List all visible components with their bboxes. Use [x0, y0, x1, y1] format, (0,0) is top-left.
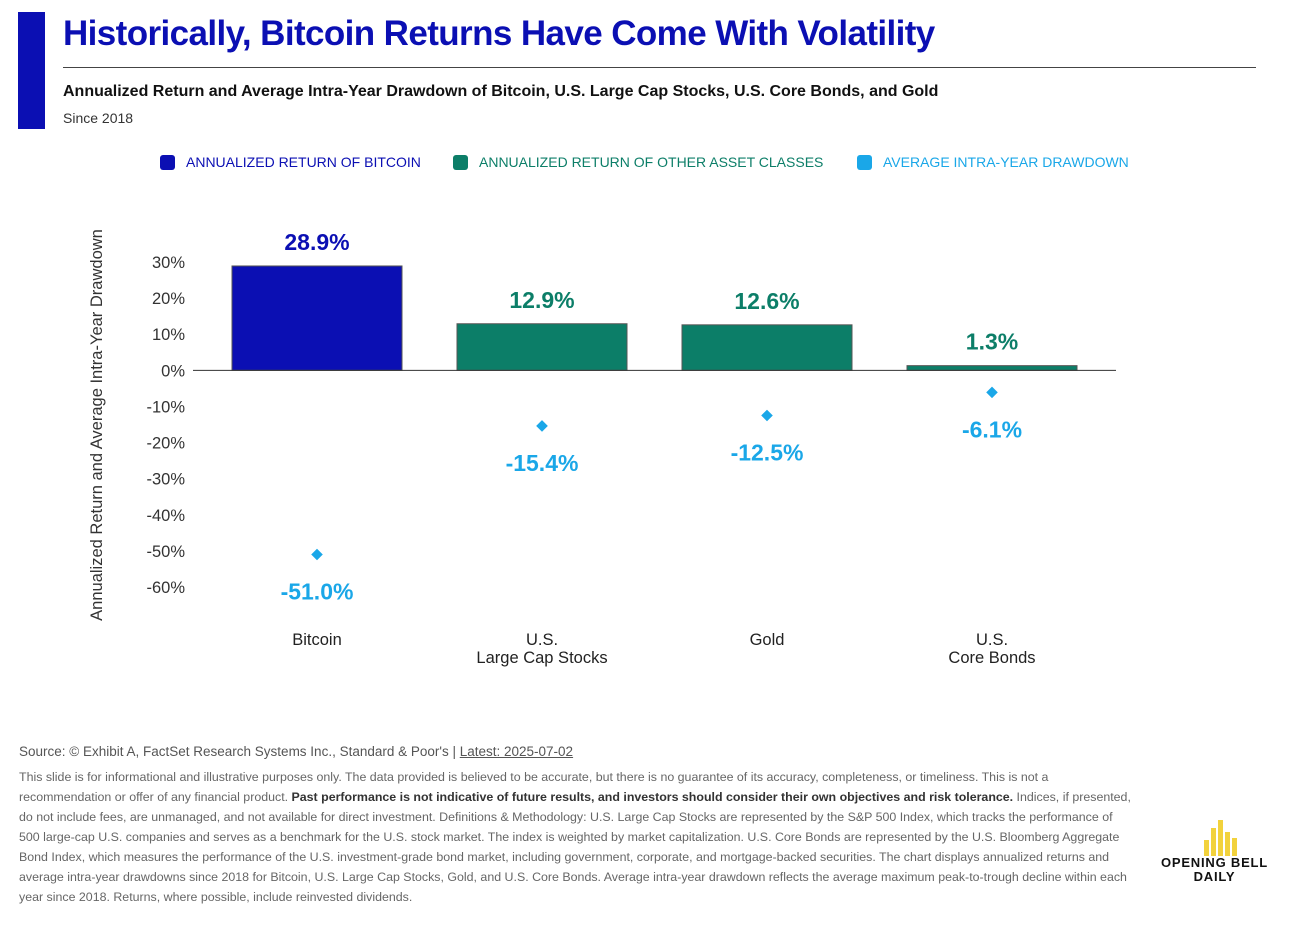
legend-label-bitcoin: ANNUALIZED RETURN OF BITCOIN	[186, 154, 421, 170]
legend-item-drawdown: AVERAGE INTRA-YEAR DRAWDOWN	[857, 154, 1129, 170]
logo-wordmark: OPENING BELL DAILY	[1152, 856, 1277, 884]
drawdown-data-label: -6.1%	[962, 416, 1022, 442]
logo-bars-icon	[1204, 820, 1237, 856]
x-category-label: Large Cap Stocks	[476, 649, 607, 667]
drawdown-data-label: -12.5%	[731, 439, 804, 465]
y-tick-label: -50%	[146, 543, 185, 561]
legend-item-bitcoin: ANNUALIZED RETURN OF BITCOIN	[160, 154, 421, 170]
bar	[456, 323, 628, 371]
disclaimer-text-1: This slide is for informational and illu…	[19, 770, 1049, 804]
legend-swatch-drawdown	[857, 154, 872, 170]
y-tick-label: -40%	[146, 507, 185, 525]
latest-date-link[interactable]: Latest: 2025-07-02	[459, 744, 574, 759]
legend-swatch-other	[453, 154, 468, 170]
bar-data-label: 12.6%	[734, 288, 799, 314]
y-tick-label: 20%	[152, 290, 185, 308]
chart-subtitle: Annualized Return and Average Intra-Year…	[63, 83, 939, 100]
chart-legend: ANNUALIZED RETURN OF BITCOIN ANNUALIZED …	[0, 154, 1292, 174]
y-tick-label: -30%	[146, 471, 185, 489]
disclaimer-text-2: Indices, if presented, do not include fe…	[19, 790, 1131, 904]
page-title: Historically, Bitcoin Returns Have Come …	[63, 14, 935, 53]
disclaimer-bold: Past performance is not indicative of fu…	[291, 790, 1014, 804]
disclaimer: This slide is for informational and illu…	[19, 767, 1134, 907]
logo-line-1: OPENING BELL	[1160, 855, 1269, 870]
bar	[231, 265, 403, 371]
bar-data-label: 1.3%	[966, 329, 1018, 355]
bar	[906, 365, 1078, 371]
bar	[681, 324, 853, 371]
x-category-label: U.S.	[526, 631, 558, 649]
source-text: Source: © Exhibit A, FactSet Research Sy…	[19, 744, 460, 759]
returns-drawdown-chart: Annualized Return and Average Intra-Year…	[88, 229, 1116, 667]
drawdown-marker	[984, 385, 1000, 400]
legend-label-drawdown: AVERAGE INTRA-YEAR DRAWDOWN	[883, 154, 1129, 170]
drawdown-marker	[534, 418, 550, 434]
y-tick-label: 30%	[152, 254, 185, 272]
drawdown-data-label: -51.0%	[281, 579, 354, 605]
drawdown-data-label: -15.4%	[506, 450, 579, 476]
source-line: Source: © Exhibit A, FactSet Research Sy…	[19, 744, 573, 759]
legend-swatch-bitcoin	[160, 154, 175, 170]
x-category-label: Gold	[750, 631, 785, 649]
x-category-label: Core Bonds	[948, 649, 1035, 667]
y-tick-label: -10%	[146, 398, 185, 416]
logo-line-2: DAILY	[1193, 869, 1236, 884]
y-axis-title: Annualized Return and Average Intra-Year…	[88, 229, 106, 621]
y-tick-label: -60%	[146, 579, 185, 597]
bar-data-label: 12.9%	[509, 287, 574, 313]
x-category-label: Bitcoin	[292, 631, 342, 649]
title-divider	[63, 67, 1256, 68]
date-range-note: Since 2018	[63, 110, 134, 126]
y-tick-label: 0%	[161, 362, 185, 380]
title-accent-bar	[18, 12, 45, 129]
bar-data-label: 28.9%	[284, 229, 349, 255]
legend-label-other: ANNUALIZED RETURN OF OTHER ASSET CLASSES	[479, 154, 824, 170]
legend-item-other: ANNUALIZED RETURN OF OTHER ASSET CLASSES	[453, 154, 823, 170]
y-tick-label: 10%	[152, 326, 185, 344]
drawdown-marker	[759, 408, 775, 423]
drawdown-marker	[309, 547, 325, 562]
x-category-label: U.S.	[976, 631, 1008, 649]
opening-bell-daily-logo: OPENING BELL DAILY	[1152, 818, 1277, 888]
y-tick-label: -20%	[146, 435, 185, 453]
